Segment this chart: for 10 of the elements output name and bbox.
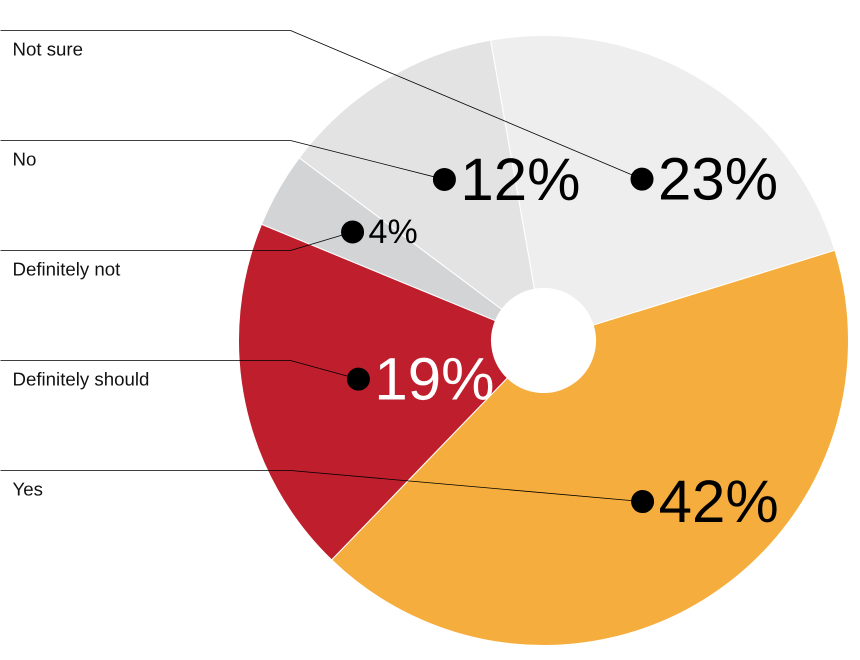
data-label: 42% — [658, 468, 779, 536]
data-label: 19% — [374, 346, 494, 413]
data-label: 23% — [658, 146, 778, 213]
slice-label: Definitely not — [12, 258, 122, 280]
data-label: 12% — [460, 146, 581, 213]
slice-label: Yes — [12, 478, 43, 500]
data-label: 4% — [368, 213, 418, 252]
slice-label: Definitely should — [12, 368, 150, 390]
slice-label: Not sure — [12, 38, 84, 60]
slice-label: No — [12, 148, 36, 170]
